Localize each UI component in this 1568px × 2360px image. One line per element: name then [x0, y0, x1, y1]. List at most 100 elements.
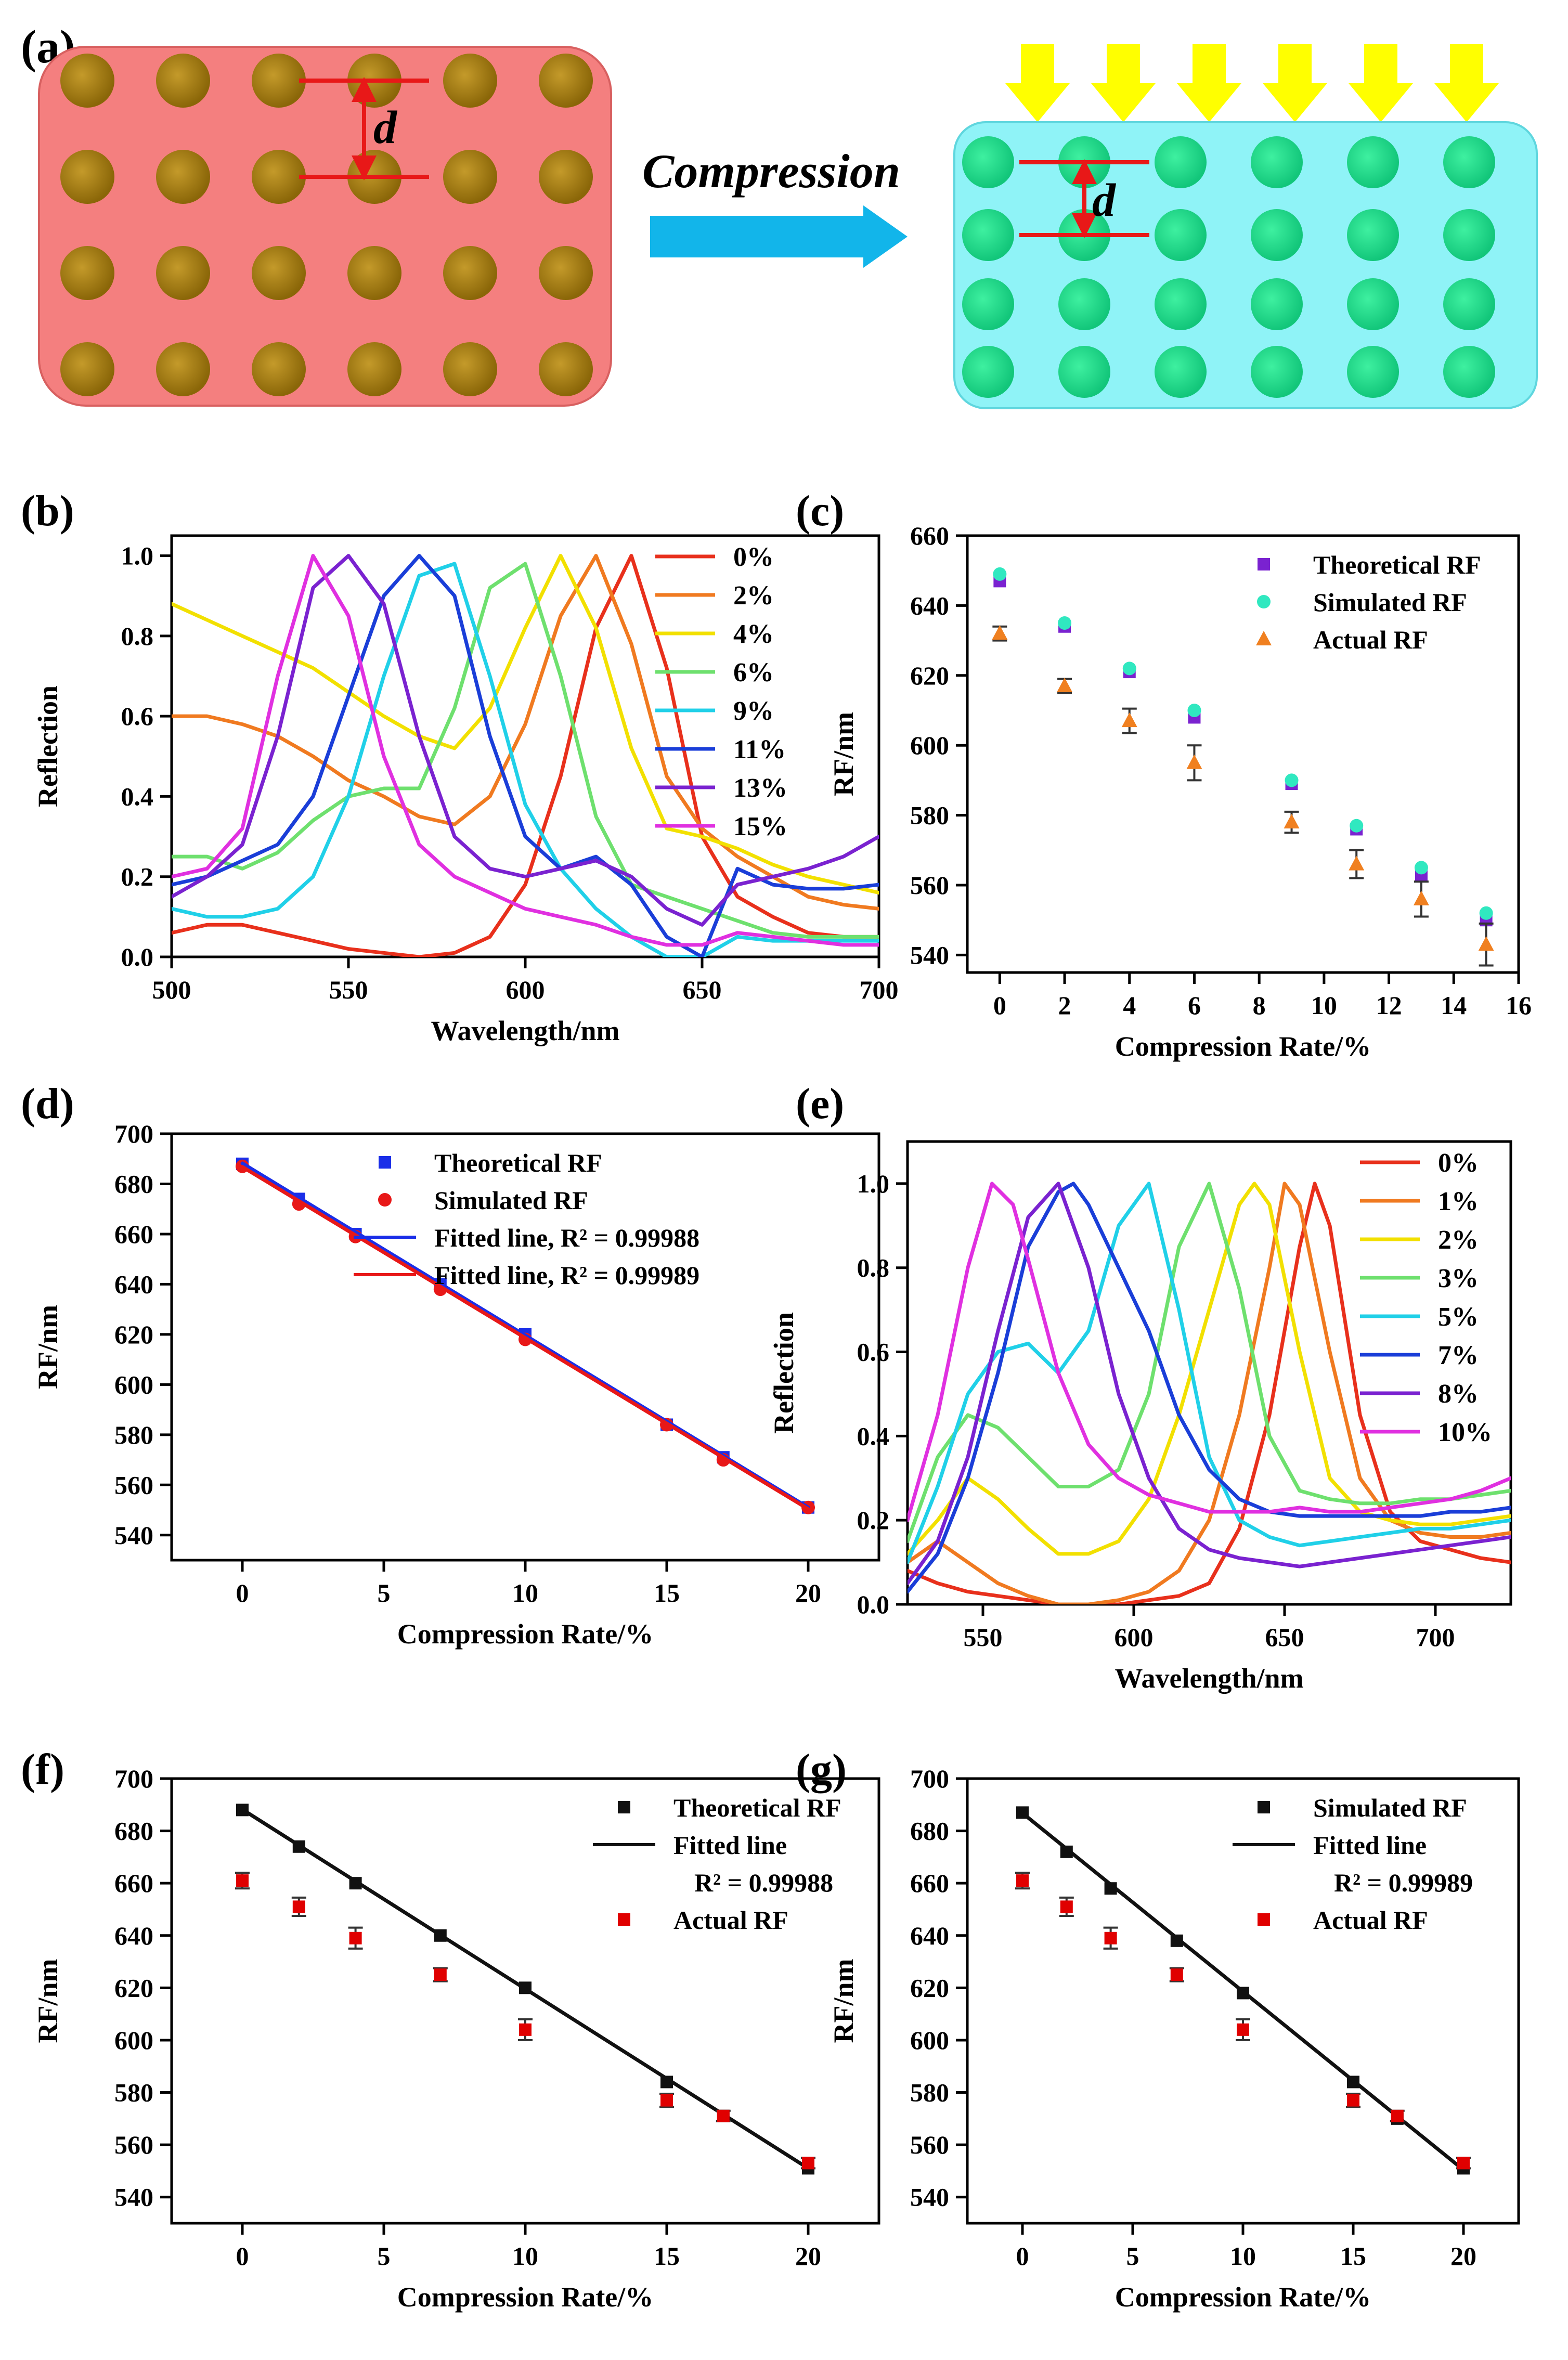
- legend: Theoretical RF Simulated RF Actual RF: [1256, 550, 1481, 654]
- panel-label: (g): [796, 1745, 847, 1794]
- plot-area: [908, 1182, 1511, 1604]
- x-tick-label: 20: [795, 2241, 821, 2271]
- green-particle: [1443, 209, 1495, 261]
- green-particle: [1155, 209, 1207, 261]
- data-point: [1016, 1874, 1029, 1887]
- y-axis-label: RF/nm: [32, 1305, 63, 1389]
- y-tick-label: 0.8: [121, 621, 154, 651]
- x-tick-label: 4: [1123, 991, 1136, 1020]
- series-line: [172, 554, 879, 911]
- green-particle: [1347, 278, 1399, 330]
- x-tick-label: 20: [795, 1578, 821, 1607]
- x-tick-label: 0: [236, 2241, 249, 2271]
- x-tick-label: 15: [1340, 2241, 1366, 2271]
- plot-area: [236, 1157, 815, 1514]
- y-tick-label: 600: [114, 1370, 153, 1399]
- data-point: [1457, 2157, 1470, 2170]
- y-tick-label: 0.2: [121, 862, 154, 891]
- gold-particle: [443, 54, 497, 108]
- legend-label: 2%: [733, 581, 774, 611]
- x-tick-label: 700: [860, 975, 899, 1004]
- compressed-block: [953, 121, 1538, 409]
- y-tick-label: 1.0: [857, 1169, 890, 1198]
- series-line: [240, 1807, 810, 2170]
- y-tick-label: 620: [910, 661, 949, 690]
- green-particle: [1443, 278, 1495, 330]
- data-point: [1060, 1900, 1073, 1913]
- series-line: [908, 1182, 1511, 1604]
- y-tick-label: 0.2: [857, 1506, 890, 1535]
- chart-b: (b) 500 550 600 650 700 0.0 0.2 0.4 0.6 0.8 1.0 Wave…: [21, 487, 899, 1046]
- legend-swatch: [378, 1193, 392, 1207]
- y-tick-label: 0.0: [857, 1590, 890, 1619]
- chart-d: (d) 0 5 10 15 20 540 560 580 600 620 640 660 680 700 Co…: [21, 1080, 880, 1650]
- y-axis-label: RF/nm: [828, 1959, 859, 2043]
- green-particle: [1058, 278, 1110, 330]
- y-tick-label: 0.6: [857, 1338, 890, 1367]
- legend-label: Fitted line, R² = 0.99989: [434, 1261, 699, 1290]
- x-tick-label: 10: [512, 2241, 538, 2271]
- gold-particle: [539, 246, 593, 300]
- data-point: [1285, 773, 1299, 787]
- gold-particle: [347, 342, 401, 396]
- panel-a-schematic: (a) d Compression d: [21, 21, 1538, 409]
- x-tick-label: 15: [654, 2241, 680, 2271]
- legend-label: Actual RF: [1313, 1905, 1428, 1935]
- series-line: [172, 554, 879, 947]
- x-tick-label: 0: [1016, 2241, 1029, 2271]
- legend-r2: R² = 0.99989: [1334, 1868, 1473, 1897]
- x-tick-label: 14: [1441, 991, 1467, 1020]
- plot-area: [235, 1804, 815, 2175]
- legend-label: 3%: [1438, 1264, 1479, 1293]
- y-tick-label: 640: [910, 1921, 949, 1950]
- y-tick-label: 600: [910, 731, 949, 760]
- legend-label: Simulated RF: [434, 1186, 588, 1215]
- green-particle: [1155, 136, 1207, 188]
- data-point: [1479, 906, 1493, 920]
- y-tick-label: 600: [910, 2026, 949, 2055]
- data-point: [1347, 2094, 1359, 2107]
- y-tick-label: 640: [910, 591, 949, 620]
- series-line: [908, 1182, 1511, 1544]
- legend-label: 7%: [1438, 1341, 1479, 1370]
- legend-swatch: [618, 1913, 630, 1926]
- series-line: [908, 1182, 1511, 1604]
- legend-label: 6%: [733, 658, 774, 688]
- y-axis-label: Reflection: [768, 1312, 799, 1434]
- green-particle: [1251, 209, 1303, 261]
- x-axis-label: Wavelength/nm: [431, 1015, 619, 1046]
- y-tick-label: 540: [910, 2183, 949, 2212]
- data-point: [1186, 754, 1202, 769]
- x-tick-label: 20: [1450, 2241, 1476, 2271]
- d-label-left: d: [373, 102, 398, 153]
- plot-area: [172, 554, 879, 957]
- green-particle: [1347, 346, 1399, 398]
- chart-g: (g) 0 5 10 15 20 540 560 580 600 620 640 660 680 700 Co…: [796, 1745, 1520, 2313]
- gold-particle: [156, 342, 210, 396]
- x-tick-label: 550: [964, 1623, 1003, 1652]
- y-tick-label: 680: [910, 1817, 949, 1846]
- data-point: [1104, 1931, 1117, 1944]
- y-tick-label: 580: [114, 2078, 153, 2107]
- x-tick-label: 500: [152, 975, 191, 1004]
- y-axis-label: RF/nm: [828, 712, 859, 796]
- x-tick-label: 10: [1311, 991, 1337, 1020]
- gold-particle: [443, 246, 497, 300]
- data-point: [1391, 2109, 1404, 2122]
- green-particle: [1443, 346, 1495, 398]
- legend-label: Theoretical RF: [434, 1148, 602, 1177]
- pressure-arrows: [1005, 44, 1499, 122]
- legend-label: 4%: [733, 619, 774, 649]
- series-line: [172, 562, 879, 957]
- panel-label: (d): [21, 1080, 74, 1128]
- y-tick-label: 560: [910, 871, 949, 900]
- chart-f: (f) 0 5 10 15 20 540 560 580 600 620 640 660 680 700 Co…: [21, 1745, 880, 2313]
- x-tick-label: 5: [378, 2241, 391, 2271]
- data-point: [1284, 814, 1300, 829]
- legend-label: 0%: [733, 542, 774, 572]
- compression-label: Compression: [642, 145, 900, 198]
- legend-swatch: [379, 1156, 391, 1169]
- pressure-arrow: [1091, 44, 1156, 122]
- legend: 0% 1% 2% 3% 5% 7% 8% 10%: [1360, 1148, 1492, 1447]
